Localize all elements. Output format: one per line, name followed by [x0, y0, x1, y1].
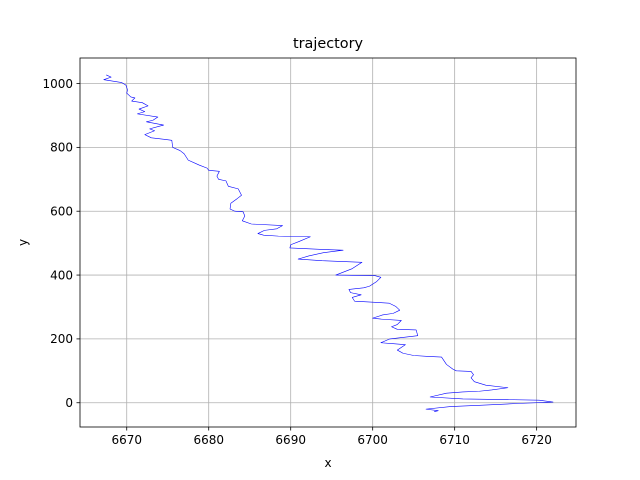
y-tick-label: 1000 [42, 77, 73, 91]
y-tick-label: 600 [50, 205, 73, 219]
x-tick-label: 6710 [439, 433, 470, 447]
chart-title: trajectory [293, 36, 364, 52]
x-tick-label: 6680 [193, 433, 224, 447]
x-tick-label: 6700 [357, 433, 388, 447]
x-tick-label: 6670 [111, 433, 142, 447]
trajectory-line [103, 74, 554, 412]
grid [80, 58, 576, 427]
plot-frame [79, 57, 577, 428]
x-axis-label: x [324, 456, 331, 470]
ticks: 6670 6680 6690 6700 6710 6720 0 200 400 600 800 100… [42, 77, 551, 447]
y-tick-label: 0 [65, 396, 73, 410]
x-tick-label: 6720 [521, 433, 552, 447]
y-tick-label: 200 [50, 332, 73, 346]
x-tick-label: 6690 [275, 433, 306, 447]
y-tick-label: 400 [50, 268, 73, 282]
y-axis-label: y [16, 239, 30, 246]
y-tick-label: 800 [50, 141, 73, 155]
series-layer [103, 74, 554, 412]
